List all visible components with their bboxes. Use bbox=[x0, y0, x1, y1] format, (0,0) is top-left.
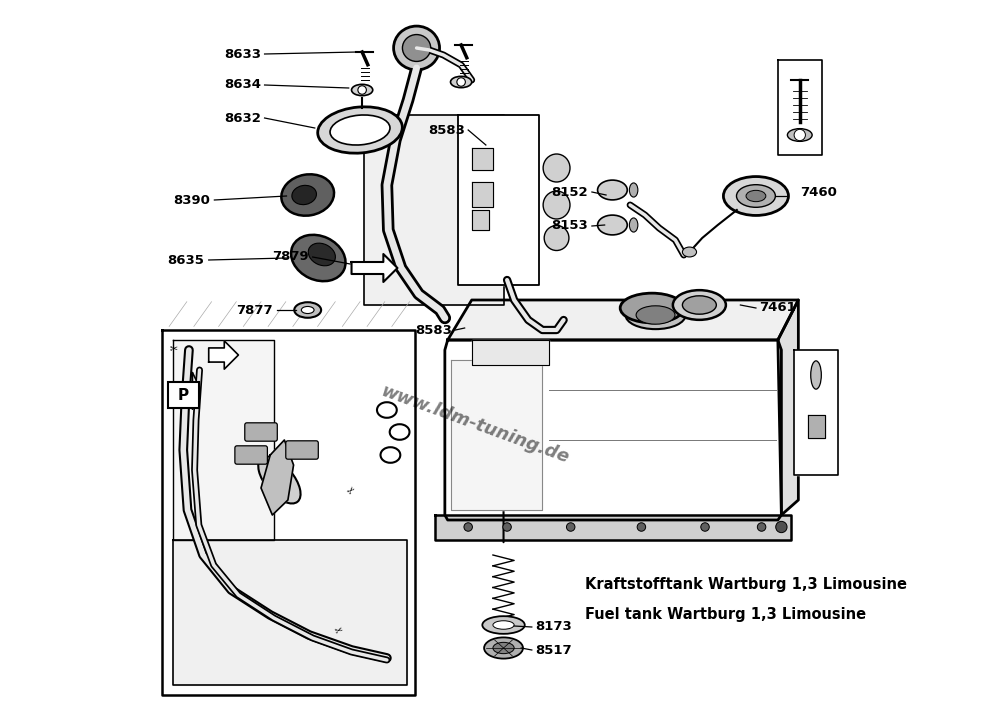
FancyBboxPatch shape bbox=[245, 423, 277, 441]
Polygon shape bbox=[778, 300, 798, 515]
Ellipse shape bbox=[598, 180, 627, 200]
Polygon shape bbox=[472, 182, 493, 207]
Ellipse shape bbox=[493, 643, 514, 654]
Ellipse shape bbox=[625, 301, 686, 329]
Circle shape bbox=[757, 522, 766, 531]
Text: ✂: ✂ bbox=[169, 343, 177, 353]
Text: 8517: 8517 bbox=[535, 643, 572, 657]
Ellipse shape bbox=[281, 175, 334, 216]
Polygon shape bbox=[209, 341, 238, 369]
Ellipse shape bbox=[598, 215, 627, 235]
Text: 7460: 7460 bbox=[800, 187, 837, 199]
Circle shape bbox=[358, 86, 366, 94]
Polygon shape bbox=[448, 300, 798, 340]
Ellipse shape bbox=[811, 361, 821, 389]
Text: Fuel tank Wartburg 1,3 Limousine: Fuel tank Wartburg 1,3 Limousine bbox=[585, 607, 866, 622]
Text: www.ldm-tuning.de: www.ldm-tuning.de bbox=[379, 382, 572, 467]
Circle shape bbox=[794, 129, 805, 141]
Ellipse shape bbox=[301, 306, 314, 313]
Polygon shape bbox=[458, 115, 539, 285]
Ellipse shape bbox=[482, 617, 525, 634]
Ellipse shape bbox=[746, 190, 766, 201]
Text: 7879: 7879 bbox=[272, 250, 309, 264]
Text: 8173: 8173 bbox=[535, 621, 572, 633]
Polygon shape bbox=[162, 330, 415, 695]
Text: 8633: 8633 bbox=[224, 47, 261, 61]
Ellipse shape bbox=[258, 457, 301, 503]
FancyBboxPatch shape bbox=[235, 446, 267, 464]
Ellipse shape bbox=[394, 26, 440, 70]
Ellipse shape bbox=[294, 302, 321, 317]
Polygon shape bbox=[472, 210, 489, 230]
Ellipse shape bbox=[682, 247, 697, 257]
Ellipse shape bbox=[493, 621, 514, 629]
Ellipse shape bbox=[629, 218, 638, 232]
Polygon shape bbox=[778, 60, 822, 155]
Circle shape bbox=[464, 522, 472, 531]
Text: 8153: 8153 bbox=[552, 219, 588, 233]
Ellipse shape bbox=[673, 290, 726, 320]
Polygon shape bbox=[794, 350, 838, 475]
Ellipse shape bbox=[682, 296, 716, 314]
Text: 8634: 8634 bbox=[224, 78, 261, 91]
Text: P: P bbox=[178, 387, 189, 402]
Ellipse shape bbox=[451, 76, 472, 88]
Circle shape bbox=[566, 522, 575, 531]
FancyBboxPatch shape bbox=[168, 382, 199, 408]
Polygon shape bbox=[261, 440, 294, 515]
Text: 8635: 8635 bbox=[168, 254, 204, 267]
FancyBboxPatch shape bbox=[286, 440, 318, 459]
Ellipse shape bbox=[330, 115, 390, 145]
Text: 8632: 8632 bbox=[224, 112, 261, 124]
Polygon shape bbox=[173, 340, 274, 540]
Circle shape bbox=[637, 522, 646, 531]
Ellipse shape bbox=[484, 638, 523, 659]
Text: 8583: 8583 bbox=[415, 324, 452, 337]
Ellipse shape bbox=[291, 235, 346, 281]
Circle shape bbox=[776, 521, 787, 532]
Text: 7461: 7461 bbox=[759, 301, 796, 315]
Ellipse shape bbox=[787, 129, 812, 141]
Text: Kraftstofftank Wartburg 1,3 Limousine: Kraftstofftank Wartburg 1,3 Limousine bbox=[585, 578, 907, 592]
Ellipse shape bbox=[352, 84, 373, 95]
Text: 8390: 8390 bbox=[173, 194, 210, 206]
Text: ✂: ✂ bbox=[345, 484, 358, 496]
Circle shape bbox=[503, 522, 511, 531]
Text: 8152: 8152 bbox=[552, 185, 588, 199]
Ellipse shape bbox=[292, 185, 316, 204]
Polygon shape bbox=[173, 540, 407, 685]
Ellipse shape bbox=[636, 306, 675, 325]
Circle shape bbox=[701, 522, 709, 531]
Polygon shape bbox=[435, 515, 791, 540]
Polygon shape bbox=[445, 340, 781, 520]
Polygon shape bbox=[451, 360, 542, 510]
Text: 7877: 7877 bbox=[236, 303, 272, 317]
Ellipse shape bbox=[544, 226, 569, 250]
Ellipse shape bbox=[629, 183, 638, 197]
Ellipse shape bbox=[543, 154, 570, 182]
Ellipse shape bbox=[723, 177, 788, 216]
Ellipse shape bbox=[736, 185, 775, 207]
Text: ✂: ✂ bbox=[333, 624, 344, 636]
Ellipse shape bbox=[402, 35, 431, 62]
Polygon shape bbox=[472, 340, 549, 365]
Polygon shape bbox=[808, 415, 825, 438]
Circle shape bbox=[457, 78, 465, 86]
Ellipse shape bbox=[543, 191, 570, 219]
Ellipse shape bbox=[620, 293, 684, 323]
Ellipse shape bbox=[308, 243, 335, 266]
Polygon shape bbox=[352, 254, 397, 282]
Ellipse shape bbox=[318, 107, 402, 153]
Polygon shape bbox=[472, 148, 493, 170]
Polygon shape bbox=[364, 115, 504, 305]
Text: 8583: 8583 bbox=[428, 124, 465, 136]
